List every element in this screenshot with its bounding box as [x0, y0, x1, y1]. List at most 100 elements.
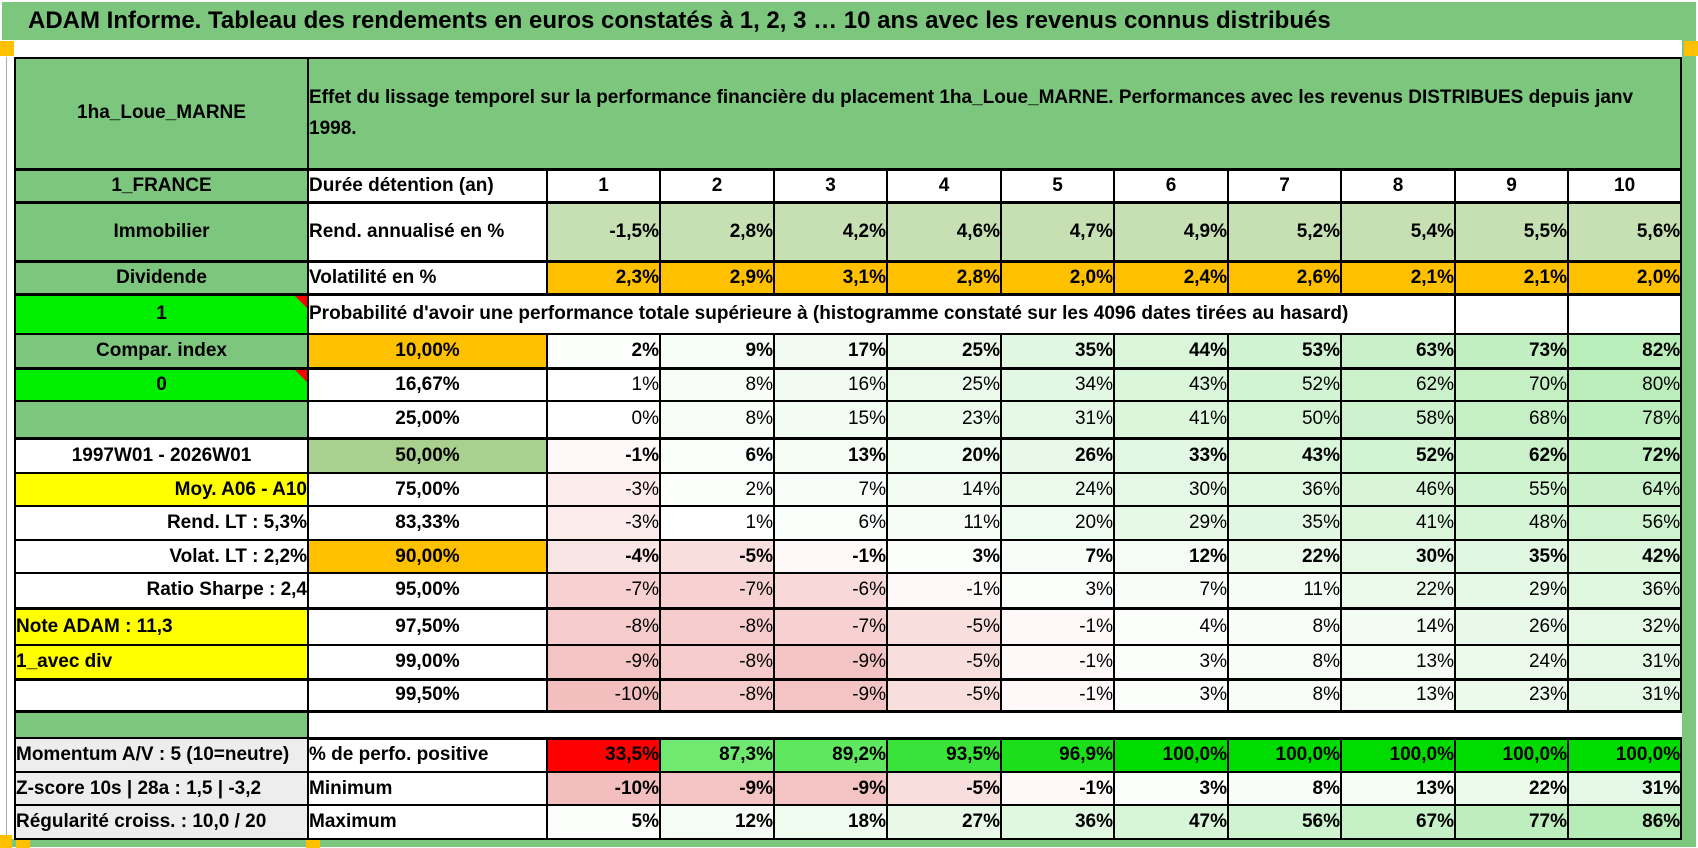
data-cell-p75-8[interactable]: 46% — [1340, 472, 1456, 507]
data-cell-volat-10[interactable]: 2,0% — [1566, 260, 1683, 296]
data-cell-p99-7[interactable]: 8% — [1227, 644, 1342, 681]
data-cell-p25-8[interactable]: 58% — [1340, 400, 1456, 440]
data-cell-p975-8[interactable]: 14% — [1340, 607, 1456, 646]
label-cell-p95[interactable]: 95,00% — [307, 572, 548, 610]
data-cell-volat-1[interactable]: 2,3% — [546, 260, 661, 296]
data-cell-rend-2[interactable]: 2,8% — [659, 201, 775, 263]
data-cell-max-4[interactable]: 27% — [886, 804, 1002, 840]
data-cell-p995-6[interactable]: 3% — [1113, 678, 1229, 713]
data-cell-rend-10[interactable]: 5,6% — [1566, 201, 1683, 263]
data-cell-p25-9[interactable]: 68% — [1454, 400, 1569, 440]
data-cell-p975-3[interactable]: -7% — [773, 607, 888, 646]
data-cell-p90-2[interactable]: -5% — [659, 539, 775, 574]
data-cell-p95-5[interactable]: 3% — [1000, 572, 1115, 610]
label-cell-p50[interactable]: 50,00% — [307, 437, 548, 474]
data-cell-p10-1[interactable]: 2% — [546, 333, 661, 370]
data-cell-max-2[interactable]: 12% — [659, 804, 775, 840]
left-cell-perfo[interactable]: Momentum A/V : 5 (10=neutre) — [14, 737, 309, 773]
data-cell-p99-10[interactable]: 31% — [1566, 644, 1683, 681]
data-cell-p10-2[interactable]: 9% — [659, 333, 775, 370]
data-cell-p995-10[interactable]: 31% — [1566, 678, 1683, 713]
data-cell-p90-10[interactable]: 42% — [1566, 539, 1683, 574]
data-cell-p975-4[interactable]: -5% — [886, 607, 1002, 646]
data-cell-p83-6[interactable]: 29% — [1113, 505, 1229, 541]
probability-header-cell[interactable]: Probabilité d'avoir une performance tota… — [307, 293, 1456, 335]
data-cell-p975-6[interactable]: 4% — [1113, 607, 1229, 646]
data-cell-max-3[interactable]: 18% — [773, 804, 888, 840]
label-cell-durations[interactable]: Durée détention (an) — [307, 168, 548, 204]
data-cell-p95-9[interactable]: 29% — [1454, 572, 1569, 610]
data-cell-rend-1[interactable]: -1,5% — [546, 201, 661, 263]
data-cell-p25-5[interactable]: 31% — [1000, 400, 1115, 440]
data-cell-durations-3[interactable]: 3 — [773, 168, 888, 204]
data-cell-p10-8[interactable]: 63% — [1340, 333, 1456, 370]
label-cell-min[interactable]: Minimum — [307, 771, 548, 806]
label-cell-p16[interactable]: 16,67% — [307, 367, 548, 402]
data-cell-p99-2[interactable]: -8% — [659, 644, 775, 681]
data-cell-p995-7[interactable]: 8% — [1227, 678, 1342, 713]
data-cell-p90-8[interactable]: 30% — [1340, 539, 1456, 574]
left-cell-durations[interactable]: 1_FRANCE — [14, 168, 309, 204]
data-cell-p10-4[interactable]: 25% — [886, 333, 1002, 370]
left-cell-prob[interactable]: 1 — [14, 293, 309, 335]
label-cell-p99[interactable]: 99,00% — [307, 644, 548, 681]
data-cell-rend-3[interactable]: 4,2% — [773, 201, 888, 263]
label-cell-max[interactable]: Maximum — [307, 804, 548, 840]
data-cell-p25-1[interactable]: 0% — [546, 400, 661, 440]
data-cell-min-4[interactable]: -5% — [886, 771, 1002, 806]
left-cell-max[interactable]: Régularité croiss. : 10,0 / 20 — [14, 804, 309, 840]
data-cell-p75-1[interactable]: -3% — [546, 472, 661, 507]
data-cell-volat-3[interactable]: 3,1% — [773, 260, 888, 296]
data-cell-durations-10[interactable]: 10 — [1566, 168, 1683, 204]
data-cell-p16-10[interactable]: 80% — [1566, 367, 1683, 402]
data-cell-p16-6[interactable]: 43% — [1113, 367, 1229, 402]
data-cell-p995-3[interactable]: -9% — [773, 678, 888, 713]
data-cell-p975-5[interactable]: -1% — [1000, 607, 1115, 646]
data-cell-p975-1[interactable]: -8% — [546, 607, 661, 646]
left-cell-p95[interactable]: Ratio Sharpe : 2,4 — [14, 572, 309, 610]
data-cell-p975-9[interactable]: 26% — [1454, 607, 1569, 646]
left-cell-p995[interactable] — [14, 678, 309, 713]
data-cell-p95-6[interactable]: 7% — [1113, 572, 1229, 610]
data-cell-p25-10[interactable]: 78% — [1566, 400, 1683, 440]
data-cell-p95-2[interactable]: -7% — [659, 572, 775, 610]
data-cell-p95-7[interactable]: 11% — [1227, 572, 1342, 610]
data-cell-p83-8[interactable]: 41% — [1340, 505, 1456, 541]
data-cell-min-10[interactable]: 31% — [1566, 771, 1683, 806]
left-cell-p90[interactable]: Volat. LT : 2,2% — [14, 539, 309, 574]
data-cell-min-7[interactable]: 8% — [1227, 771, 1342, 806]
data-cell-volat-2[interactable]: 2,9% — [659, 260, 775, 296]
data-cell-p99-3[interactable]: -9% — [773, 644, 888, 681]
data-cell-p95-4[interactable]: -1% — [886, 572, 1002, 610]
data-cell-perfo-2[interactable]: 87,3% — [659, 736, 775, 773]
data-cell-p25-3[interactable]: 15% — [773, 400, 888, 440]
data-cell-p99-5[interactable]: -1% — [1000, 644, 1115, 681]
data-cell-p90-5[interactable]: 7% — [1000, 539, 1115, 574]
data-cell-p50-2[interactable]: 6% — [659, 437, 775, 474]
data-cell-p10-9[interactable]: 73% — [1454, 333, 1569, 370]
left-cell-p99[interactable]: 1_avec div — [14, 644, 309, 681]
data-cell-p75-4[interactable]: 14% — [886, 472, 1002, 507]
label-cell-p75[interactable]: 75,00% — [307, 472, 548, 507]
data-cell-durations-8[interactable]: 8 — [1340, 168, 1456, 204]
data-cell-max-7[interactable]: 56% — [1227, 804, 1342, 840]
data-cell-perfo-5[interactable]: 96,9% — [1000, 736, 1115, 773]
data-cell-p99-8[interactable]: 13% — [1340, 644, 1456, 681]
data-cell-min-3[interactable]: -9% — [773, 771, 888, 806]
data-cell-p16-1[interactable]: 1% — [546, 367, 661, 402]
left-cell-p16[interactable]: 0 — [14, 367, 309, 402]
separator-cell[interactable] — [14, 710, 309, 739]
label-cell-p10[interactable]: 10,00% — [307, 333, 548, 370]
left-cell-rend[interactable]: Immobilier — [14, 201, 309, 263]
data-cell-p50-3[interactable]: 13% — [773, 437, 888, 474]
data-cell-perfo-3[interactable]: 89,2% — [773, 736, 888, 773]
data-cell-p995-1[interactable]: -10% — [546, 678, 661, 713]
data-cell-p75-7[interactable]: 36% — [1227, 472, 1342, 507]
data-cell-p10-7[interactable]: 53% — [1227, 333, 1342, 370]
data-cell-p50-4[interactable]: 20% — [886, 437, 1002, 474]
data-cell-p50-8[interactable]: 52% — [1340, 437, 1456, 474]
data-cell-p10-6[interactable]: 44% — [1113, 333, 1229, 370]
data-cell-p50-10[interactable]: 72% — [1566, 437, 1683, 474]
data-cell-min-1[interactable]: -10% — [546, 771, 661, 806]
data-cell-min-8[interactable]: 13% — [1340, 771, 1456, 806]
